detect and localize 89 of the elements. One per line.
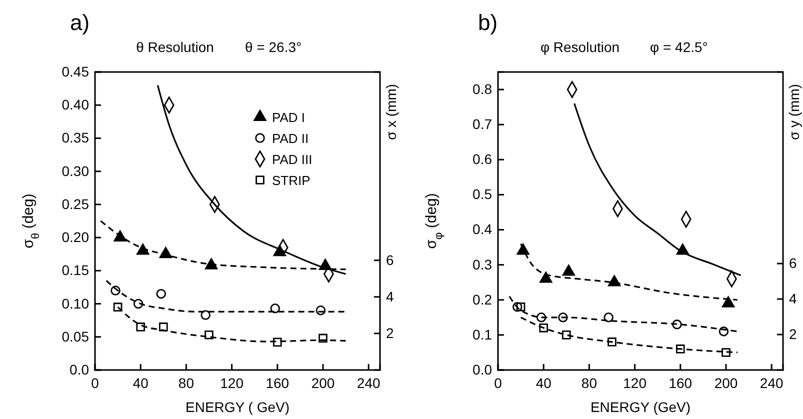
x-tick-label: 120: [623, 374, 647, 391]
x-tick-label: 40: [536, 374, 552, 391]
x-tick-label: 240: [356, 374, 380, 391]
x-tick-label: 80: [581, 374, 598, 391]
y-tick-label: 0.0: [70, 361, 90, 378]
y2-tick-label: 4: [789, 290, 797, 307]
point: [158, 322, 168, 332]
x-tick-label: 160: [668, 374, 692, 391]
y-tick-label: 0.5: [472, 186, 492, 202]
point: [136, 322, 146, 332]
point: [136, 244, 150, 255]
point: [204, 258, 218, 270]
y-tick-label: 0.15: [62, 262, 90, 278]
point: [608, 275, 621, 286]
y-tick-label: 0.1: [472, 326, 492, 342]
y2-axis-title: σ y (mm): [786, 84, 802, 140]
point: [156, 288, 166, 299]
point: [672, 320, 682, 330]
y2-tick-label: 6: [386, 252, 394, 268]
y2-tick-label: 2: [789, 326, 797, 342]
legend-label: PAD III: [272, 152, 312, 167]
x-axis-title: ENERGY (GeV): [590, 399, 691, 415]
y-tick-label: 0.8: [472, 81, 492, 98]
y-tick-label: 0.0: [472, 361, 492, 378]
x-tick-label: 200: [311, 374, 335, 391]
chart-title: φ Resolution: [540, 39, 620, 55]
x-tick-label: 200: [714, 374, 738, 391]
point: [316, 306, 326, 316]
point: [114, 230, 126, 242]
text: θ = 26.3°: [245, 39, 302, 55]
line-series: [508, 296, 738, 332]
legend-label: PAD I: [272, 110, 305, 125]
point: [512, 302, 522, 312]
point: [539, 324, 548, 332]
point: [204, 330, 214, 340]
x-tick-label: 120: [220, 374, 244, 391]
x-tick-label: 0: [494, 374, 502, 391]
x-axis-title: ENERGY ( GeV): [186, 399, 290, 415]
legend-label: PAD II: [272, 131, 309, 146]
point: [159, 246, 172, 258]
point: [562, 264, 576, 276]
text: b): [478, 10, 498, 35]
point: [722, 348, 730, 357]
y-tick-label: 0.20: [62, 229, 90, 246]
point: [562, 330, 571, 340]
y-tick-label: 0.25: [62, 196, 90, 212]
y-tick-label: 0.45: [62, 63, 90, 80]
y-tick-label: 0.10: [62, 295, 90, 312]
point: [608, 338, 616, 346]
y-tick-label: 0.7: [472, 116, 492, 132]
point: [536, 312, 546, 322]
y-tick-label: 0.30: [62, 162, 90, 179]
y-tick-label: 0.4: [472, 221, 492, 238]
x-tick-label: 240: [760, 374, 784, 391]
point: [676, 244, 690, 255]
point: [540, 272, 552, 283]
x-tick-label: 40: [132, 374, 149, 391]
point: [722, 296, 735, 308]
point: [200, 310, 210, 320]
point: [272, 338, 282, 347]
x-tick-label: 160: [266, 374, 290, 391]
point: [516, 302, 526, 312]
y-tick-label: 0.05: [62, 328, 90, 344]
y-tick-label: 0.3: [472, 256, 492, 272]
x-tick-label: 0: [91, 374, 100, 391]
x-tick-label: 80: [178, 374, 194, 391]
point: [318, 334, 328, 343]
point: [676, 344, 685, 354]
point: [270, 304, 280, 314]
point: [558, 312, 568, 322]
y-tick-label: 0.40: [62, 96, 90, 113]
point: [604, 312, 614, 322]
y2-tick-label: 2: [386, 324, 394, 341]
point: [133, 298, 144, 309]
point: [110, 286, 120, 296]
y-tick-label: 0.6: [472, 151, 492, 168]
y-tick-label: 0.2: [472, 291, 492, 308]
point: [113, 302, 122, 312]
text: a): [70, 10, 90, 35]
text: φ = 42.5°: [650, 39, 708, 55]
y2-tick-label: 4: [386, 288, 394, 304]
y-tick-label: 0.35: [62, 130, 90, 146]
legend-label: STRIP: [272, 173, 310, 188]
y2-axis-title: σ x (mm): [383, 84, 399, 140]
line-series: [520, 316, 738, 354]
point: [516, 244, 530, 255]
y2-tick-label: 6: [789, 255, 797, 272]
point: [718, 326, 729, 336]
chart-title: θ Resolution: [136, 39, 214, 55]
